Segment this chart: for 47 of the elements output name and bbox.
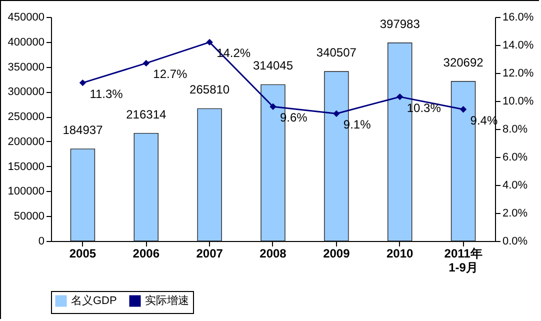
x-tick-label: 2008 [260,246,287,260]
x-tick-label: 2011年 1-9月 [444,246,482,274]
data-label: 397983 [380,16,420,31]
point [460,106,467,113]
y-tick-label: 350000 [8,61,44,74]
data-label: 340507 [316,46,357,60]
point [142,60,150,67]
y-tick-label: 250000 [8,111,44,124]
data-label: 184937 [62,122,104,137]
x-tick-label: 2010 [386,246,414,260]
y-tick-label: 150000 [8,160,44,173]
data-label: 320692 [443,55,484,70]
y-tick-label: 50000 [14,210,44,223]
bar [134,132,158,242]
point [270,103,276,110]
legend-label: 实际增速 [145,294,189,307]
y2-tick-label: 0.0% [502,236,528,248]
y-tick-label: 200000 [8,136,44,148]
y2-tick-label: 4.0% [502,180,528,192]
y-tick-label: 400000 [8,36,44,48]
y2-tick-label: 16.0% [502,12,534,24]
y-tick-label: 100000 [8,186,44,198]
data-label: 11.3% [90,86,124,101]
point [79,79,86,86]
legend-label: 名义GDP [71,294,117,307]
x-tick-label: 2009 [323,246,350,260]
data-label: 216314 [126,107,166,122]
bar [197,108,222,242]
y2-tick-label: 2.0% [502,208,528,220]
data-label: 265810 [190,82,230,97]
y2-tick-label: 12.0% [502,68,534,80]
x-tick-label: 2005 [69,246,96,260]
x-tick-label: 2006 [132,246,160,260]
y-tick-label: 0 [38,236,44,248]
y2-tick-label: 10.0% [502,96,534,108]
point [333,110,340,117]
y-tick-label: 450000 [8,12,44,24]
y2-tick-label: 6.0% [502,152,528,164]
bar [70,148,96,242]
data-label: 12.7% [153,67,188,82]
y2-tick-label: 8.0% [502,124,528,136]
point [396,93,404,100]
y-tick-label: 300000 [8,86,44,98]
x-tick-label: 2007 [196,246,224,260]
data-label: 314045 [252,58,294,73]
y2-tick-label: 14.0% [502,40,534,52]
point [206,38,213,46]
